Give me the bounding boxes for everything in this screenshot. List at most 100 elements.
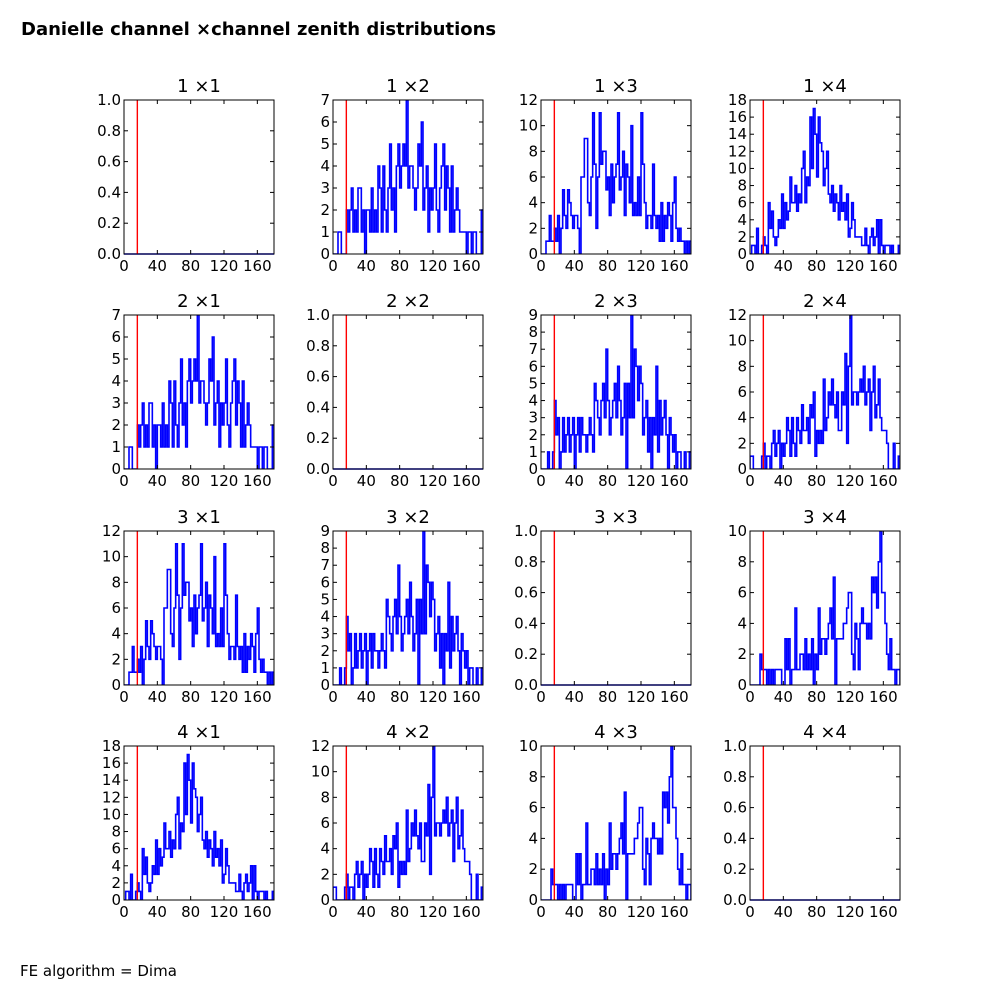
y-tick-label: 2 <box>111 874 121 892</box>
y-tick-label: 0.8 <box>723 768 747 786</box>
y-tick-label: 0.6 <box>723 799 747 817</box>
x-tick-label: 120 <box>210 688 239 706</box>
y-tick-label: 0 <box>737 676 747 694</box>
panel-3x3: 3 ×3 0 40 80 120 160 0.0 0.2 0.4 0.6 0.8 1.0 <box>514 507 692 706</box>
y-tick-label: 0 <box>111 676 121 694</box>
panel-title: 2 ×3 <box>594 291 638 312</box>
x-tick-label: 160 <box>660 257 689 275</box>
x-tick-label: 120 <box>419 903 448 921</box>
y-tick-label: 14 <box>102 771 121 789</box>
x-tick-label: 160 <box>660 903 689 921</box>
x-tick-label: 40 <box>148 688 167 706</box>
x-tick-label: 0 <box>745 903 755 921</box>
panel-title: 4 ×1 <box>177 722 221 743</box>
x-tick-label: 40 <box>565 472 584 490</box>
y-tick-label: 0.2 <box>97 214 121 232</box>
y-tick-label: 8 <box>737 357 747 375</box>
x-tick-label: 80 <box>598 903 617 921</box>
y-tick-label: 2 <box>737 228 747 246</box>
histogram-series <box>541 746 691 900</box>
y-tick-label: 6 <box>737 383 747 401</box>
x-tick-label: 0 <box>119 472 129 490</box>
y-tick-label: 4 <box>111 372 121 390</box>
axes-frame <box>749 99 901 255</box>
y-tick-label: 0.2 <box>514 645 538 663</box>
x-tick-label: 0 <box>328 688 338 706</box>
y-tick-label: 1 <box>320 659 330 677</box>
y-tick-label: 0.4 <box>97 183 121 201</box>
y-tick-label: 10 <box>102 548 121 566</box>
y-tick-label: 2 <box>528 426 538 444</box>
y-tick-label: 10 <box>311 763 330 781</box>
x-tick-label: 40 <box>774 903 793 921</box>
axes-frame <box>123 745 275 901</box>
axes-frame <box>332 530 484 686</box>
panel-2x1: 2 ×1 0 40 80 120 160 0 1 2 3 4 5 6 7 <box>111 291 275 490</box>
x-tick-label: 120 <box>627 257 656 275</box>
y-tick-label: 0.8 <box>97 122 121 140</box>
y-tick-label: 12 <box>102 522 121 540</box>
y-tick-label: 1.0 <box>97 91 121 109</box>
y-tick-label: 4 <box>737 614 747 632</box>
axes-frame <box>540 314 692 470</box>
panel-title: 1 ×2 <box>386 76 430 97</box>
histogram-series <box>541 112 691 254</box>
y-tick-label: 1 <box>320 223 330 241</box>
y-tick-label: 0 <box>320 676 330 694</box>
x-tick-label: 80 <box>390 472 409 490</box>
panel-2x2: 2 ×2 0 40 80 120 160 0.0 0.2 0.4 0.6 0.8 1.0 <box>306 291 484 490</box>
y-tick-label: 2 <box>111 650 121 668</box>
histogram-series <box>333 100 483 254</box>
x-tick-label: 80 <box>181 688 200 706</box>
y-tick-label: 2 <box>737 434 747 452</box>
y-tick-label: 2 <box>111 416 121 434</box>
x-tick-label: 80 <box>390 257 409 275</box>
y-tick-label: 14 <box>728 125 747 143</box>
x-tick-label: 120 <box>210 257 239 275</box>
x-tick-label: 80 <box>598 472 617 490</box>
y-tick-label: 0.0 <box>514 676 538 694</box>
x-tick-label: 40 <box>357 257 376 275</box>
panel-2x4: 2 ×4 0 40 80 120 160 0 2 4 6 8 10 12 <box>728 291 901 490</box>
x-tick-label: 80 <box>390 688 409 706</box>
y-tick-label: 10 <box>728 332 747 350</box>
x-tick-label: 120 <box>836 903 865 921</box>
y-tick-label: 0.2 <box>306 429 330 447</box>
x-tick-label: 80 <box>181 903 200 921</box>
y-tick-label: 6 <box>737 194 747 212</box>
axes-frame <box>123 314 275 470</box>
histogram-series <box>124 753 274 900</box>
y-tick-label: 0.4 <box>723 829 747 847</box>
x-tick-label: 80 <box>807 688 826 706</box>
panel-title: 4 ×3 <box>594 722 638 743</box>
x-tick-label: 40 <box>357 688 376 706</box>
y-tick-label: 4 <box>737 409 747 427</box>
x-tick-label: 160 <box>452 903 481 921</box>
x-tick-label: 160 <box>243 903 272 921</box>
y-tick-label: 8 <box>111 823 121 841</box>
x-tick-label: 40 <box>148 257 167 275</box>
panel-title: 1 ×3 <box>594 76 638 97</box>
panel-1x2: 1 ×2 0 40 80 120 160 0 1 2 3 4 5 6 7 <box>320 76 484 275</box>
y-tick-label: 8 <box>528 142 538 160</box>
y-tick-label: 6 <box>111 840 121 858</box>
figure-title: Danielle channel ×channel zenith distrib… <box>21 19 497 40</box>
x-tick-label: 160 <box>452 472 481 490</box>
x-tick-label: 40 <box>565 257 584 275</box>
x-tick-label: 80 <box>181 257 200 275</box>
y-tick-label: 2 <box>528 219 538 237</box>
x-tick-label: 160 <box>869 472 898 490</box>
y-tick-label: 1 <box>528 443 538 461</box>
y-tick-label: 8 <box>737 177 747 195</box>
y-tick-label: 4 <box>528 194 538 212</box>
y-tick-label: 4 <box>111 857 121 875</box>
panel-title: 1 ×4 <box>803 76 847 97</box>
x-tick-label: 40 <box>148 903 167 921</box>
y-tick-label: 16 <box>728 108 747 126</box>
y-tick-label: 0 <box>528 891 538 909</box>
y-tick-label: 5 <box>111 350 121 368</box>
y-tick-label: 10 <box>519 737 538 755</box>
x-tick-label: 160 <box>869 688 898 706</box>
